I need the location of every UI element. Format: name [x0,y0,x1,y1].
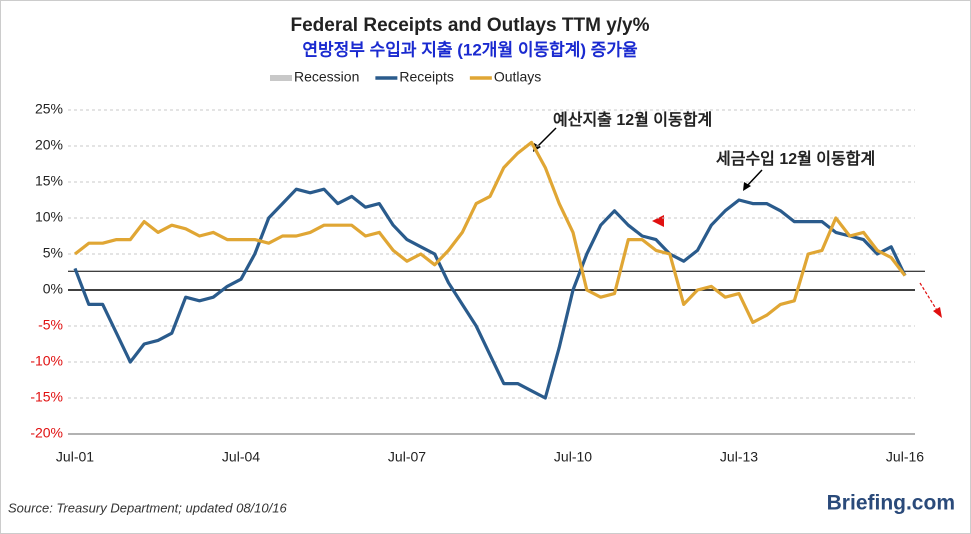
series-line [73,187,907,400]
y-tick-label: 5% [43,245,63,261]
x-tick-label: Jul-13 [720,449,758,465]
y-tick-label: 25% [35,101,63,117]
chart-subtitle: 연방정부 수입과 지출 (12개월 이동합계) 증가율 [302,39,638,59]
chart-title: Federal Receipts and Outlays TTM y/y% [291,15,650,36]
series-line [74,140,907,324]
brand: Briefing.com [827,492,955,515]
red-marker [652,215,664,227]
y-tick-label: 15% [35,173,63,189]
annotation-arrow [745,169,763,188]
x-tick-label: Jul-07 [388,449,426,465]
x-tick-label: Jul-01 [56,449,94,465]
x-tick-label: Jul-10 [554,449,592,465]
y-tick-label: 20% [35,137,63,153]
y-tick-label: 0% [43,281,63,297]
y-tick-label: 10% [35,209,63,225]
annotation: 예산지출 12월 이동합계 [553,110,712,129]
legend-label: Outlays [494,69,541,85]
legend-label: Recession [294,69,359,85]
y-tick-label: -15% [30,389,63,405]
x-tick-label: Jul-16 [886,449,924,465]
y-tick-label: -10% [30,353,63,369]
legend-label: Receipts [399,69,453,85]
arrowhead [743,182,751,191]
red-arrowhead [933,307,942,318]
source: Source: Treasury Department; updated 08/… [8,500,287,515]
y-tick-label: -20% [30,425,63,441]
red-arrow [919,282,939,313]
y-tick-label: -5% [38,317,63,333]
annotation-arrow [535,127,557,149]
annotation: 세금수입 12월 이동합계 [716,149,875,168]
x-tick-label: Jul-04 [222,449,260,465]
